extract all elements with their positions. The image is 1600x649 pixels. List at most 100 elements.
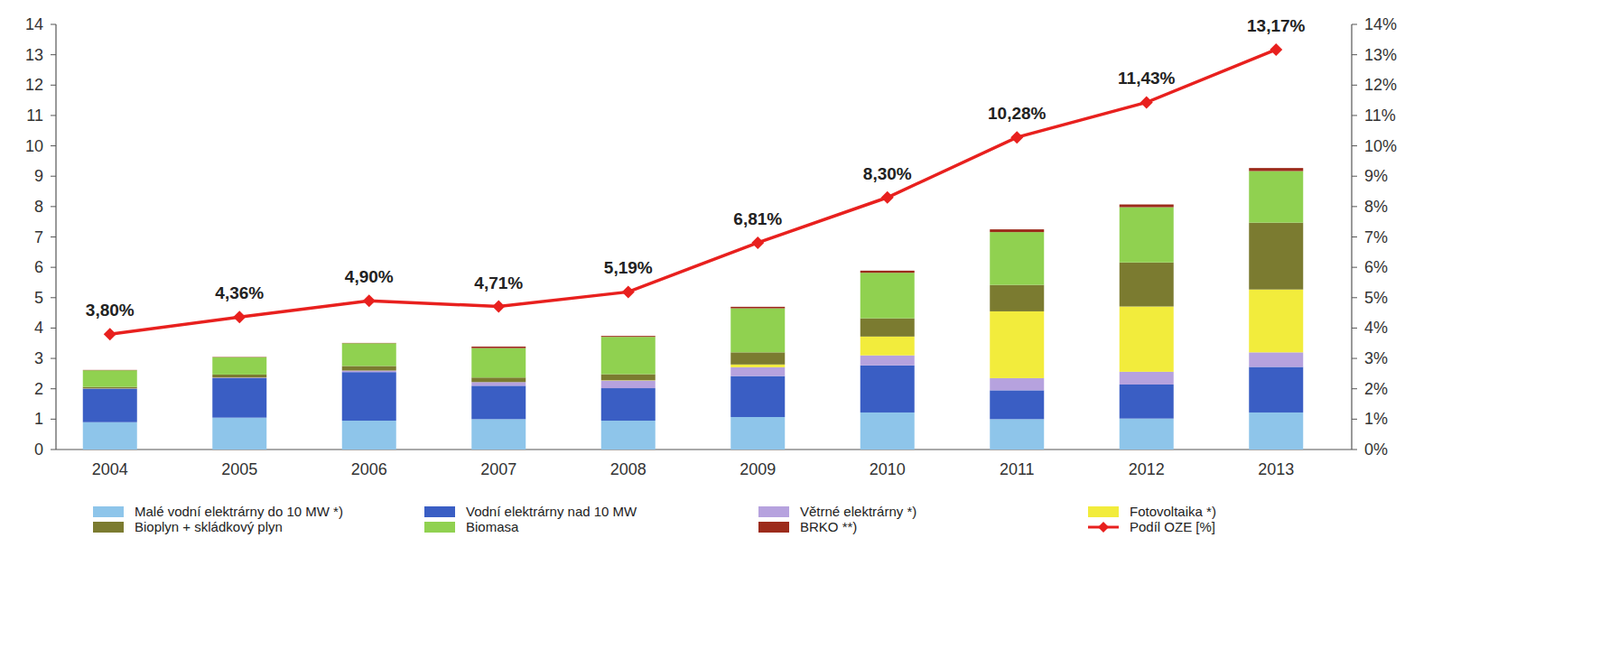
y-tick-label: 4 (34, 318, 44, 337)
y2-tick (1351, 84, 1358, 86)
data-label: 4,71% (474, 273, 523, 293)
bar (601, 420, 656, 450)
x-tick-label: 2009 (739, 460, 776, 479)
bar (601, 335, 656, 337)
y-tick (50, 297, 56, 298)
marker (103, 327, 117, 341)
y-tick-label: 1 (34, 409, 44, 428)
legend: Malé vodní elektrárny do 10 MW *)Vodní e… (93, 503, 1217, 535)
bar (730, 352, 785, 364)
bar (1248, 289, 1303, 354)
marker (751, 236, 764, 250)
plot-area (83, 43, 1304, 450)
bar (1119, 262, 1174, 307)
legend-swatch (758, 506, 790, 518)
legend-label: Malé vodní elektrárny do 10 MW *) (134, 503, 344, 520)
x-tick-label: 2005 (221, 460, 258, 479)
y2-tick (1351, 358, 1358, 360)
data-label: 11,43% (1117, 68, 1175, 88)
y-tick (50, 388, 56, 390)
bar (989, 229, 1044, 233)
bar (989, 285, 1044, 312)
y2-tick (1351, 236, 1358, 238)
y-tick-label: 0 (34, 440, 44, 459)
y2-tick (1351, 205, 1358, 207)
y2-tick-label: 5% (1364, 288, 1388, 307)
legend-swatch (1088, 506, 1119, 518)
bar (601, 336, 656, 374)
x-tick-label: 2010 (869, 460, 906, 479)
y-tick (50, 327, 56, 329)
bar (83, 369, 138, 371)
data-label: 5,19% (604, 258, 653, 278)
marker (622, 285, 635, 298)
y2-tick-label: 1% (1364, 409, 1388, 428)
bar (342, 342, 397, 344)
bar (212, 418, 267, 450)
bar (342, 420, 397, 450)
bar (212, 378, 267, 419)
data-labels: 3,80%4,36%4,90%4,71%5,19%6,81%8,30%10,28… (85, 16, 1306, 320)
bar (989, 378, 1044, 391)
marker (881, 191, 894, 205)
marker (232, 310, 246, 324)
y-tick-label: 2 (34, 380, 44, 399)
bar (212, 357, 267, 375)
data-label: 4,90% (344, 267, 394, 287)
legend-swatch (424, 506, 456, 518)
legend-swatch (424, 521, 456, 533)
bar (342, 372, 397, 421)
bar (342, 365, 397, 371)
bar (471, 377, 526, 382)
bar (730, 417, 785, 450)
y-tick-label: 8 (34, 197, 44, 216)
data-label: 10,28% (987, 103, 1047, 123)
x-tick-label: 2006 (351, 460, 388, 479)
x-tick-label: 2011 (999, 460, 1035, 479)
bar (83, 387, 138, 390)
bar (1248, 412, 1303, 450)
bar (212, 374, 267, 378)
y-tick (50, 176, 56, 177)
bar (1119, 204, 1174, 208)
bar (989, 418, 1044, 450)
y2-tick-label: 13% (1364, 46, 1397, 65)
y-tick (50, 236, 56, 238)
bar (1119, 372, 1174, 385)
data-label: 8,30% (863, 164, 912, 184)
data-label: 6,81% (733, 209, 782, 229)
y2-tick (1351, 297, 1358, 298)
bar (860, 365, 915, 413)
bar (471, 418, 526, 450)
bar (860, 270, 915, 273)
y2-tick (1351, 145, 1358, 147)
data-label: 4,36% (214, 283, 264, 303)
legend-label: BRKO **) (800, 519, 857, 535)
bar (83, 370, 138, 388)
y2-tick (1351, 176, 1358, 177)
y-tick (50, 449, 56, 451)
y2-tick-label: 12% (1364, 75, 1397, 94)
bar (1248, 170, 1303, 223)
bar (730, 308, 785, 354)
bar (601, 381, 656, 389)
y-tick (50, 267, 56, 269)
y-tick (50, 205, 56, 207)
line (110, 49, 1277, 335)
chart: 012345678910111213140%1%2%3%4%5%6%7%8%9%… (0, 0, 1600, 649)
bar (860, 355, 915, 366)
legend-label: Biomasa (465, 519, 520, 535)
y2-tick-label: 2% (1364, 380, 1388, 399)
y-tick (50, 145, 56, 147)
y2-tick-label: 7% (1364, 228, 1388, 247)
y-tick-label: 12 (25, 75, 44, 94)
legend-label: Bioplyn + skládkový plyn (134, 519, 283, 535)
y2-tick (1351, 24, 1358, 26)
bar (989, 390, 1044, 419)
y2-tick (1351, 114, 1358, 116)
bar (342, 371, 397, 373)
bar (471, 381, 526, 386)
x-tick-label: 2013 (1257, 460, 1294, 479)
bar (1119, 418, 1174, 450)
bar (989, 232, 1044, 286)
